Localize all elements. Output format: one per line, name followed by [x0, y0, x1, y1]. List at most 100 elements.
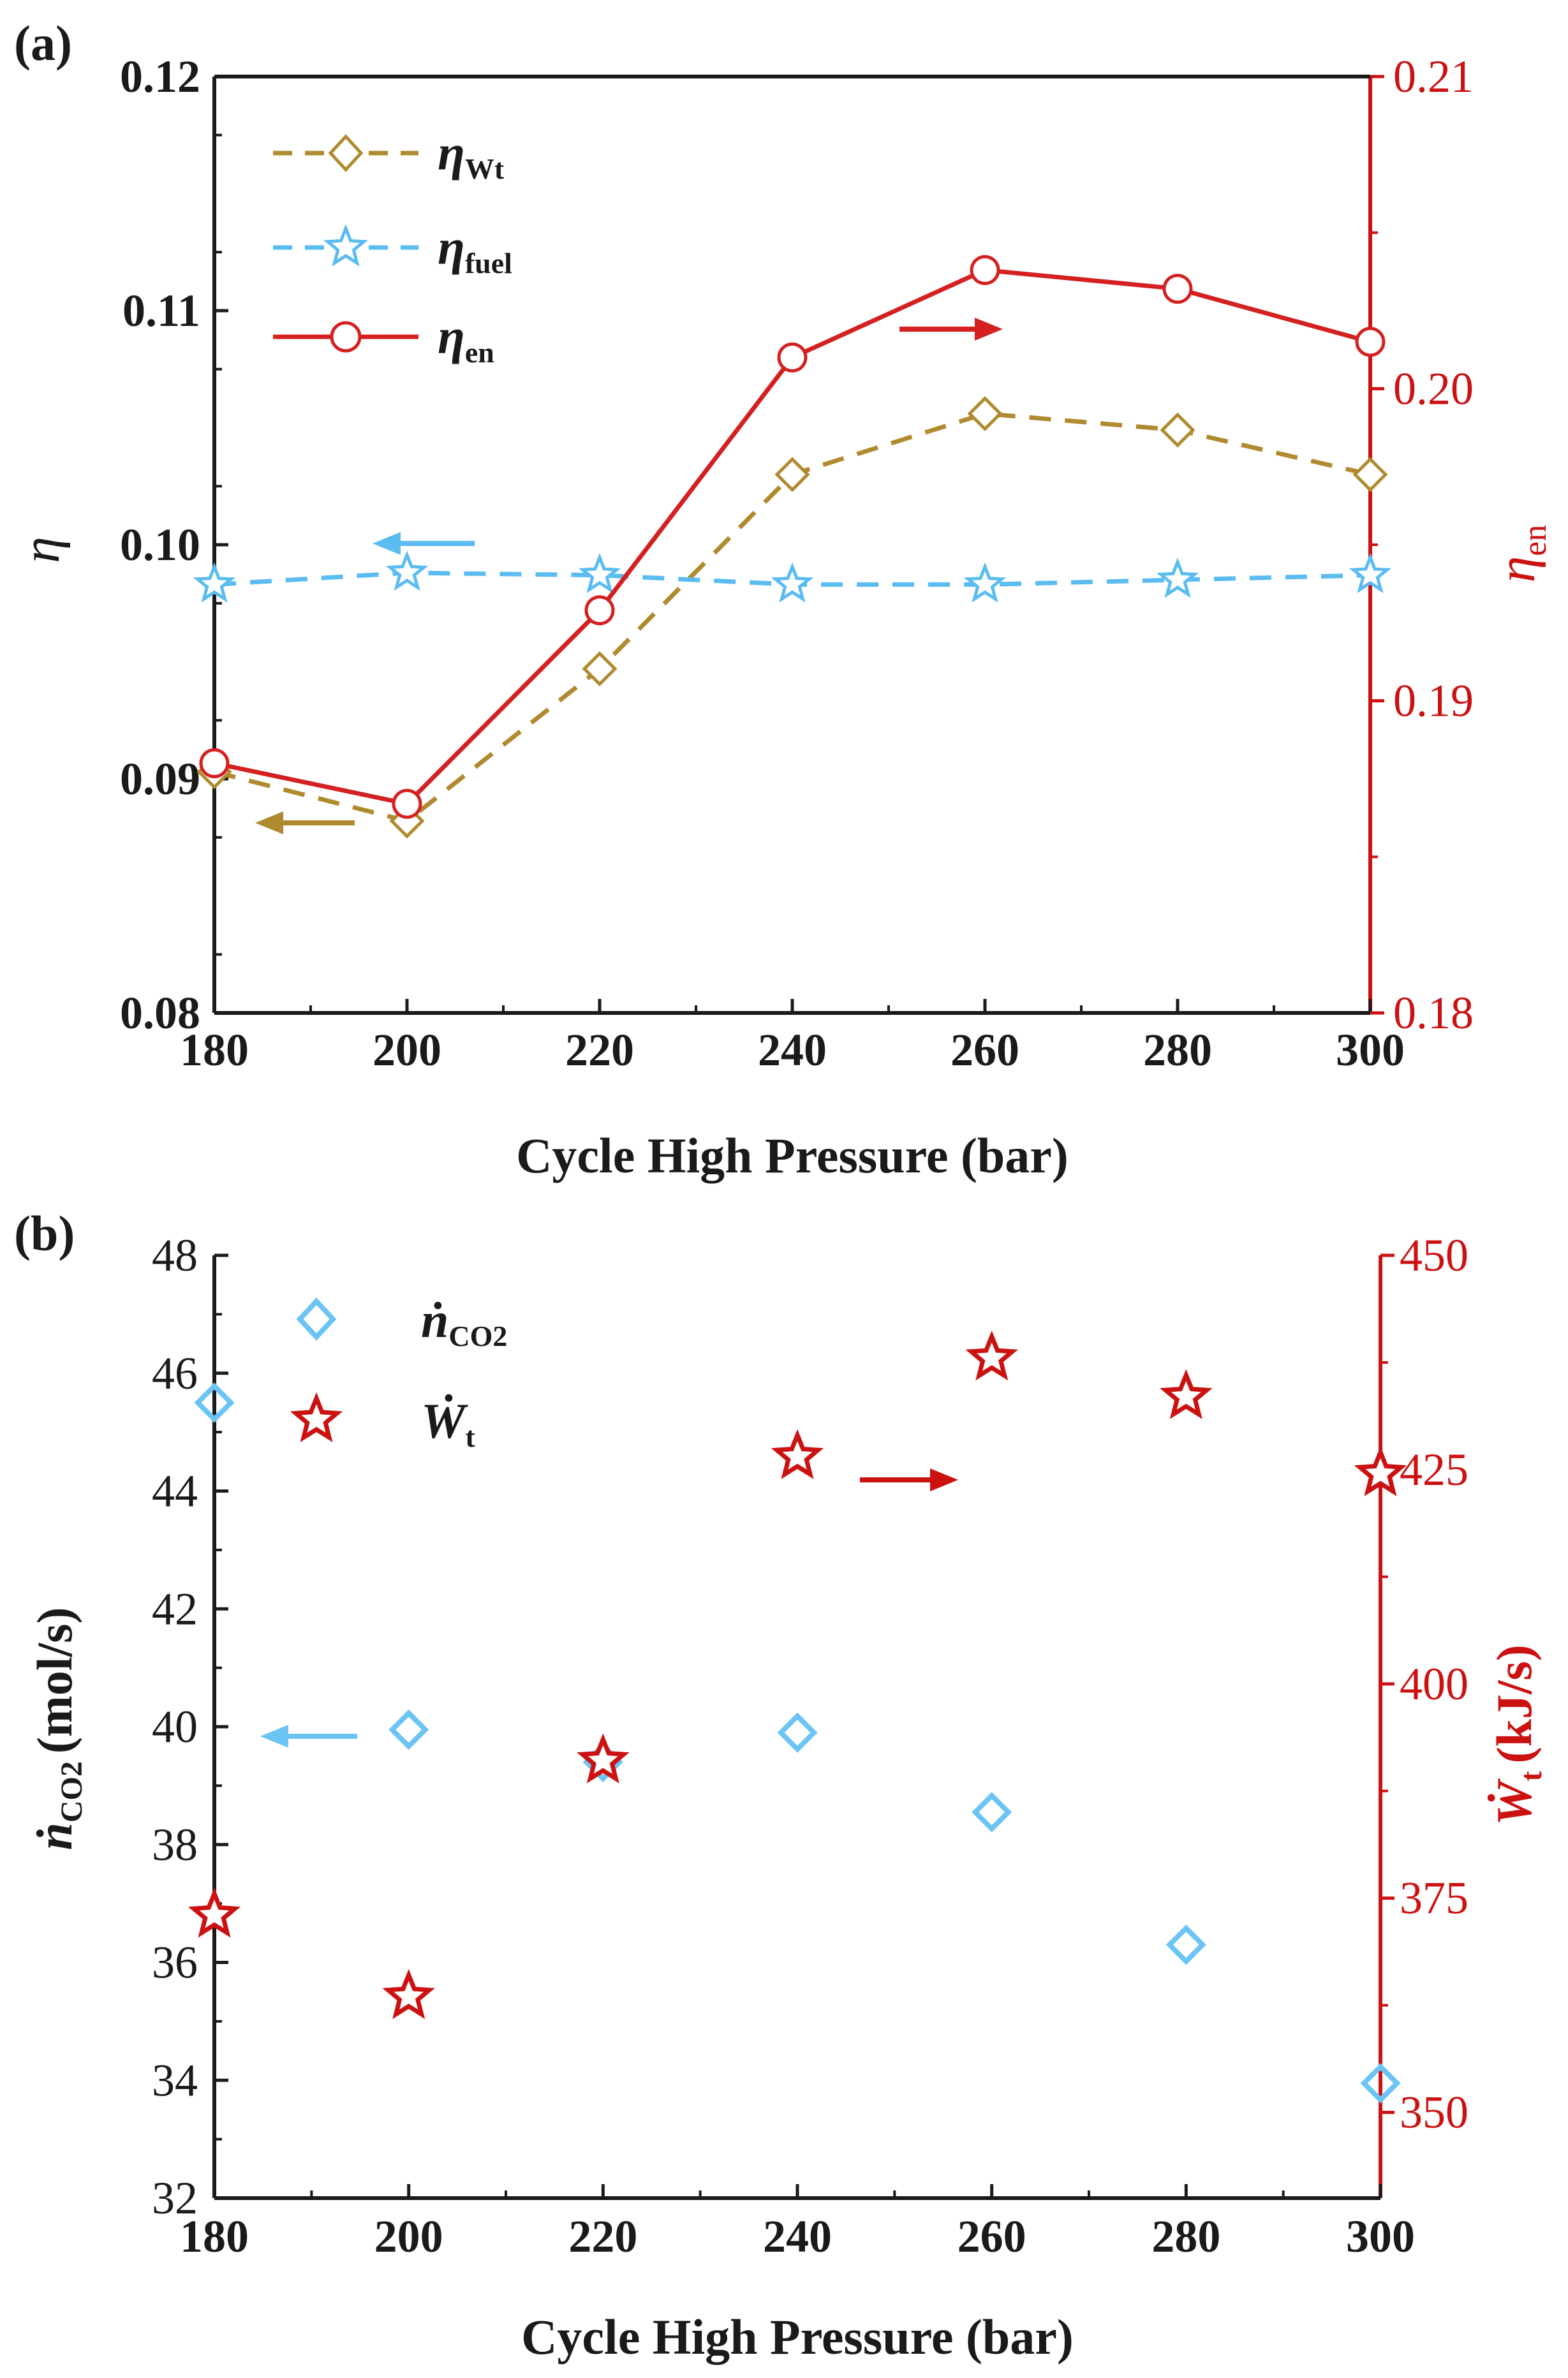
svg-text:Ẇt: Ẇt	[421, 1393, 475, 1453]
data-point-w-t	[1354, 1446, 1407, 1496]
legend-label-w-t: Ẇ	[421, 1393, 468, 1449]
data-point-eta-en	[970, 255, 1000, 285]
panel-a-x-tick-label: 220	[565, 1024, 634, 1075]
arrow-right-w-t	[860, 1468, 958, 1491]
panel-b-plot-area	[212, 1255, 1382, 2200]
legend-entry-eta-en: ηen	[273, 309, 494, 369]
panel-b-series	[188, 1330, 1407, 2104]
data-point-eta-wt	[774, 457, 810, 492]
data-point-eta-fuel	[1156, 558, 1199, 598]
panel-b-right-y-tick-label: 350	[1400, 2087, 1468, 2138]
arrow-left-n-co2	[260, 1725, 357, 1748]
data-point-eta-fuel	[771, 562, 814, 603]
panel-b-y-axis-title: ṅCO2 (mol/s)	[27, 1607, 89, 1850]
legend-label-eta-fuel: η	[438, 219, 465, 275]
data-point-eta-en	[392, 788, 422, 819]
legend-entry-eta-fuel: ηfuel	[273, 219, 512, 279]
panel-a-right-y-tick-label: 0.19	[1393, 676, 1474, 727]
panel-b-y-tick-label: 40	[152, 1701, 198, 1752]
legend-circle-marker	[330, 321, 362, 353]
legend-star-marker	[290, 1392, 343, 1443]
panel-a-right-y-symbol: η	[1487, 556, 1546, 583]
panel-b-x-axis-title: Cycle High Pressure (bar)	[521, 2309, 1074, 2365]
data-point-n-co2	[972, 1792, 1012, 1833]
data-point-w-t	[1160, 1369, 1213, 1419]
data-point-eta-en	[1355, 327, 1386, 357]
data-point-n-co2	[388, 1709, 429, 1750]
data-point-eta-en	[777, 342, 808, 373]
panel-b-y-tick-label: 34	[152, 2055, 198, 2106]
panel-b-y-tick-label: 46	[152, 1348, 198, 1399]
panel-a-label: (a)	[14, 15, 72, 71]
panel-a-right-y-subscript: en	[1517, 525, 1553, 556]
arrow-left-eta-fuel	[373, 532, 475, 555]
svg-text:ηWt: ηWt	[438, 125, 505, 185]
data-point-w-t	[188, 1887, 241, 1938]
data-point-eta-wt	[1352, 457, 1388, 492]
panel-a-x-tick-label: 300	[1336, 1024, 1405, 1075]
data-point-eta-fuel	[578, 552, 621, 594]
legend-entry-eta-wt: ηWt	[273, 125, 505, 185]
legend-entry-w-t: Ẇt	[290, 1392, 475, 1453]
panel-b-y-tick-label: 42	[152, 1583, 198, 1634]
panel-b-x-tick-label: 300	[1346, 2211, 1415, 2262]
data-point-n-co2	[777, 1712, 818, 1753]
legend-sub-n-co2: CO2	[448, 1320, 507, 1352]
panel-b-right-y-tick-label: 400	[1400, 1658, 1468, 1710]
panel-a-y-tick-label: 0.11	[122, 285, 200, 336]
panel-b-y-symbol: ṅ	[27, 1822, 82, 1850]
data-point-eta-en	[1162, 274, 1193, 304]
svg-text:ηen: ηen	[1487, 525, 1553, 583]
legend-diamond-marker	[296, 1297, 337, 1341]
data-point-w-t	[771, 1429, 824, 1479]
data-point-eta-fuel	[963, 562, 1007, 603]
data-point-n-co2	[1165, 1924, 1206, 1965]
panel-b-arrows	[260, 1468, 958, 1748]
data-point-eta-wt	[1160, 412, 1195, 448]
data-point-eta-wt	[967, 395, 1003, 432]
panel-a-x-tick-label: 280	[1143, 1024, 1212, 1075]
panel-b-y-tick-label: 36	[152, 1937, 198, 1988]
panel-b-y-unit: (mol/s)	[27, 1607, 82, 1754]
panel-a-x-tick-label: 260	[950, 1024, 1019, 1075]
panel-a-legend: ηWt ηfuel ηen	[273, 125, 512, 369]
panel-a-x-tick-label: 180	[180, 1024, 249, 1075]
legend-label-eta-wt: η	[438, 125, 465, 181]
legend-label-eta-en: η	[438, 309, 465, 364]
panel-b-y-tick-label: 32	[152, 2173, 198, 2224]
panel-b-right-y-subscript: t	[1514, 1771, 1548, 1781]
data-point-eta-fuel	[1349, 552, 1392, 594]
svg-text:ηfuel: ηfuel	[438, 219, 512, 279]
panel-b-right-y-unit: (kJ/s)	[1486, 1644, 1542, 1763]
legend-diamond-marker	[328, 134, 364, 172]
panel-b-right-y-tick-label: 425	[1400, 1444, 1468, 1495]
svg-text:ηen: ηen	[438, 309, 494, 369]
panel-a-right-y-axis-title: ηen	[1487, 525, 1553, 583]
data-point-eta-fuel	[385, 550, 429, 591]
panel-a-x-tick-label: 240	[758, 1024, 827, 1075]
panel-a-y-axis-title: η	[11, 536, 71, 563]
panel-a-y-tick-label: 0.08	[120, 987, 200, 1038]
panel-b-x-tick-label: 280	[1151, 2211, 1220, 2262]
legend-sub-eta-en: en	[465, 336, 494, 369]
panel-b-right-y-axis-title: Ẇt (kJ/s)	[1486, 1644, 1548, 1826]
data-point-w-t	[382, 1968, 435, 2020]
svg-text:ṅCO2: ṅCO2	[421, 1292, 507, 1352]
panel-b-x-tick-label: 260	[958, 2211, 1026, 2262]
panel-b-right-y-tick-label: 375	[1400, 1873, 1468, 1924]
legend-label-n-co2: ṅ	[421, 1292, 448, 1348]
data-point-n-co2	[194, 1382, 235, 1423]
panel-b-y-tick-label: 48	[152, 1230, 198, 1281]
svg-text:ṅCO2(mol/s): ṅCO2 (mol/s)	[27, 1607, 89, 1850]
panel-b-y-tick-label: 38	[152, 1819, 198, 1870]
legend-sub-w-t: t	[465, 1421, 475, 1453]
panel-b-x-tick-label: 200	[374, 2211, 443, 2262]
legend-sub-eta-fuel: fuel	[465, 247, 512, 279]
legend-star-marker	[323, 224, 369, 267]
panel-a-x-tick-label: 200	[373, 1024, 441, 1075]
panel-a-series	[193, 255, 1392, 839]
panel-b-x-tick-label: 180	[180, 2211, 249, 2262]
panel-a-x-axis-title: Cycle High Pressure (bar)	[516, 1128, 1069, 1183]
panel-b-legend: ṅCO2 Ẇt	[290, 1292, 507, 1453]
data-point-n-co2	[1360, 2063, 1401, 2104]
